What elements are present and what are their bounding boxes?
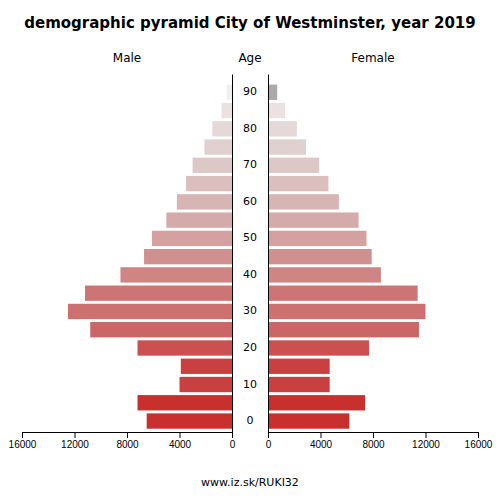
bar (268, 395, 365, 410)
bar (186, 176, 232, 191)
bar (268, 249, 372, 264)
bar (138, 395, 233, 410)
bar (268, 121, 297, 136)
tick-mark (478, 432, 479, 438)
bar (268, 286, 418, 301)
bar (193, 158, 232, 173)
bar (268, 359, 330, 374)
bar (268, 103, 285, 118)
bar (268, 267, 381, 282)
bar (212, 121, 232, 136)
x-axis-line (23, 433, 233, 439)
tick: 12000 (412, 432, 440, 450)
bar (222, 103, 233, 118)
series-label: Male (113, 51, 141, 65)
tick-mark (180, 432, 181, 438)
bar (268, 194, 339, 209)
tick-mark (75, 432, 76, 438)
panel-1: 0 4000 8000 12000 16000 (266, 75, 493, 451)
series-label: Female (351, 51, 394, 65)
bar (204, 139, 232, 154)
bar (268, 176, 328, 191)
x-axis: 0 4000 8000 12000 16000 (266, 432, 493, 450)
tick-label: 12000 (412, 439, 440, 450)
tick-label: 0 (247, 414, 254, 427)
bar (268, 340, 369, 355)
tick-label: 20 (243, 341, 257, 354)
tick-mark (232, 432, 233, 438)
tick-label: 30 (243, 304, 257, 317)
bar (166, 212, 232, 227)
tick-label: 4000 (169, 439, 192, 450)
panel-0: 0 4000 8000 12000 16000 (9, 75, 236, 451)
tick: 0 (266, 432, 272, 450)
bar (152, 231, 232, 246)
tick-label: 50 (243, 231, 257, 244)
bars (268, 85, 426, 429)
bar (268, 231, 366, 246)
age-labels: 0 10 20 30 40 50 60 70 80 90 (243, 85, 257, 427)
tick-label: 80 (243, 122, 257, 135)
tick-label: 4000 (310, 439, 333, 450)
tick-mark (127, 432, 128, 438)
tick-label: 40 (243, 268, 257, 281)
tick-label: 70 (243, 158, 257, 171)
tick: 16000 (465, 432, 493, 450)
tick-label: 60 (243, 195, 257, 208)
bar (268, 413, 349, 428)
bar (85, 286, 232, 301)
bar (144, 249, 232, 264)
bar (268, 322, 419, 337)
tick-label: 8000 (116, 439, 139, 450)
bar (181, 359, 232, 374)
tick-label: 10 (243, 378, 257, 391)
y-axis (232, 75, 233, 433)
bar (177, 194, 232, 209)
bar (147, 413, 232, 428)
bar (138, 340, 233, 355)
annotation: www.iz.sk/RUKI32 (201, 476, 299, 489)
bar (268, 85, 277, 100)
bar (268, 377, 330, 392)
bar (227, 85, 232, 100)
y-axis-line (268, 75, 269, 433)
bar (90, 322, 232, 337)
tick: 4000 (169, 432, 192, 450)
title: demographic pyramid City of Westminster,… (24, 14, 475, 32)
tick-mark (373, 432, 374, 438)
y-axis-line (232, 75, 233, 433)
y-axis (268, 75, 269, 433)
bar (268, 139, 306, 154)
chart: demographic pyramid City of Westminster,… (0, 0, 500, 500)
bar (120, 267, 232, 282)
tick: 8000 (116, 432, 139, 450)
tick: 16000 (9, 432, 37, 450)
tick-label: 16000 (465, 439, 493, 450)
x-axis: 0 4000 8000 12000 16000 (9, 432, 236, 450)
tick: 0 (230, 432, 236, 450)
bar (180, 377, 233, 392)
tick: 12000 (61, 432, 89, 450)
bar (268, 212, 359, 227)
bar (268, 304, 426, 319)
tick-mark (426, 432, 427, 438)
x-axis-line (269, 433, 479, 439)
tick: 4000 (310, 432, 333, 450)
tick-label: 8000 (362, 439, 385, 450)
tick-label: 16000 (9, 439, 37, 450)
tick-label: 12000 (61, 439, 89, 450)
tick-label: 0 (230, 439, 236, 450)
axis-title: Age (238, 51, 261, 65)
tick-label: 0 (266, 439, 272, 450)
tick-mark (22, 432, 23, 438)
tick: 8000 (362, 432, 385, 450)
bar (268, 158, 319, 173)
bars (68, 85, 232, 429)
tick-mark (268, 432, 269, 438)
tick-mark (321, 432, 322, 438)
tick-label: 90 (243, 85, 257, 98)
bar (68, 304, 232, 319)
